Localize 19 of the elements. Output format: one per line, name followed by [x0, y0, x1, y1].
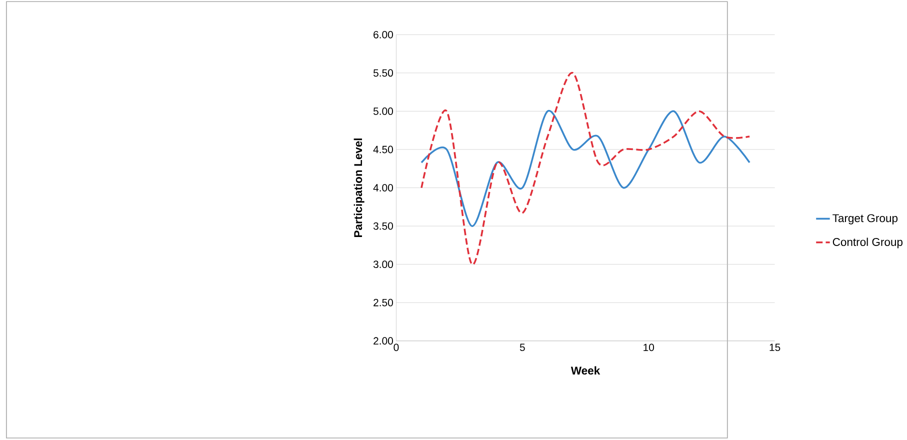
x-tick-label: 10 [644, 344, 654, 352]
x-tick-label: 15 [770, 344, 780, 352]
y-tick-label: 5.50 [373, 69, 393, 77]
y-tick-label: 3.50 [373, 222, 393, 230]
x-axis-title: Week [570, 366, 600, 375]
x-tick-label: 0 [394, 344, 399, 352]
y-tick-label: 4.50 [373, 146, 393, 154]
line-series [420, 110, 750, 228]
legend-label: Control Group [832, 238, 902, 248]
y-tick-label: 3.00 [373, 260, 393, 268]
y-tick-label: 5.00 [373, 108, 393, 116]
y-axis-title: Participation Level [354, 138, 364, 238]
y-tick-label: 6.00 [374, 31, 393, 39]
y-tick-label: 2.00 [374, 337, 393, 345]
y-tick-label: 4.00 [373, 184, 393, 192]
x-tick-label: 5 [520, 344, 525, 352]
legend-label: Target Group [832, 214, 898, 225]
line-series [420, 72, 750, 266]
y-tick-label: 2.50 [374, 299, 393, 306]
